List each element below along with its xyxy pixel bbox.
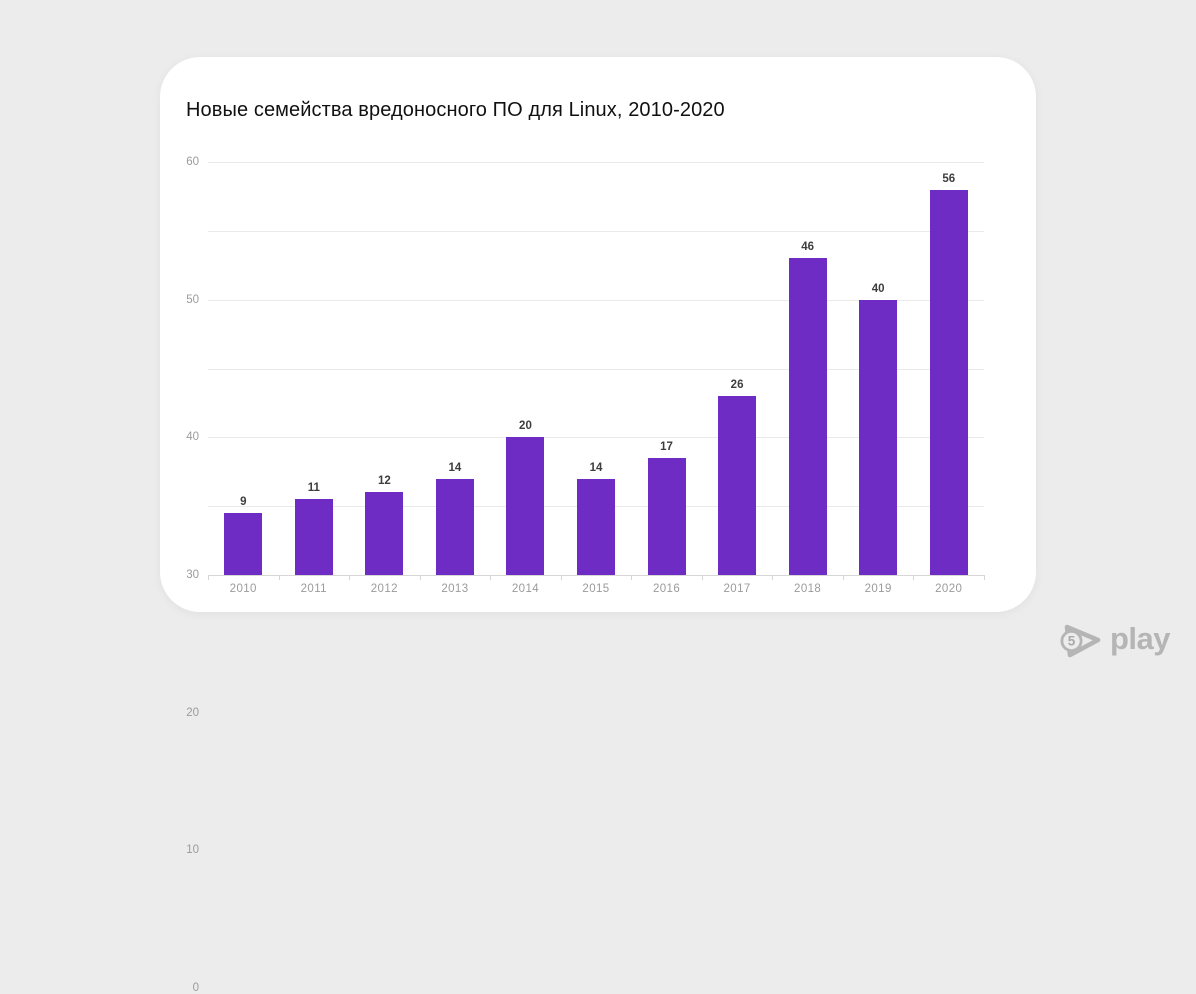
gridline: 40 [186, 299, 984, 443]
x-tick-label: 2010 [229, 583, 257, 595]
x-tick-label: 2012 [370, 583, 398, 595]
x-tick-label: 2019 [864, 583, 892, 595]
bar-value-label: 14 [448, 461, 462, 474]
bar-2014: 20 [506, 420, 545, 575]
play-badge-icon: 5 [1060, 624, 1101, 658]
bar-value-label: 20 [519, 420, 532, 433]
bar-value-label: 12 [377, 475, 391, 488]
bar-2015: 14 [577, 462, 615, 575]
bar-value-label: 40 [871, 282, 885, 295]
bar-2010: 9 [224, 496, 263, 575]
bar-value-label: 17 [660, 440, 673, 453]
x-axis-tick [842, 575, 844, 580]
x-axis-tick [349, 575, 351, 580]
bar-value-label: 26 [730, 379, 744, 392]
x-axis-tick [984, 575, 985, 580]
bar-2020: 56 [929, 173, 968, 575]
y-tick-label: 0 [192, 982, 199, 994]
x-axis-tick [701, 575, 703, 580]
gridline: 60 [186, 156, 984, 168]
x-tick-label: 2015 [582, 583, 610, 595]
fiveplay-logo: 5 play [1058, 620, 1171, 660]
gridline: 50 [186, 230, 984, 306]
logo-wordmark: play [1109, 620, 1171, 656]
bar-chart-plot-area: 0 10 20 30 40 50 60 9 2010 11 2011 12 2012 14 2013 20 20… [186, 156, 985, 994]
logo-badge-number: 5 [1068, 634, 1076, 649]
x-axis-tick [419, 575, 421, 580]
bar-value-label: 56 [942, 172, 956, 185]
x-axis-tick [278, 575, 280, 580]
bar-value-label: 11 [307, 482, 320, 495]
bar-2018: 46 [788, 241, 827, 575]
y-tick-label: 20 [186, 706, 199, 719]
bar-2016: 17 [647, 441, 686, 575]
y-tick-label: 30 [186, 569, 199, 581]
x-tick-label: 2014 [511, 583, 540, 595]
x-tick-label: 2017 [723, 583, 751, 595]
y-tick-label: 60 [186, 156, 199, 168]
chart-card: Новые семейства вредоносного ПО для Linu… [160, 57, 1036, 994]
bar-2013: 14 [435, 462, 474, 575]
x-tick-label: 2011 [300, 583, 327, 595]
y-tick-label: 10 [186, 844, 199, 857]
bar-value-label: 46 [801, 241, 815, 254]
x-axis-tick [772, 575, 774, 580]
x-axis-tick [631, 575, 633, 580]
x-axis-tick [560, 575, 562, 580]
x-tick-label: 2016 [652, 583, 681, 595]
x-axis-tick [913, 575, 915, 580]
gridline: 30 [186, 368, 984, 581]
x-axis-tick [208, 575, 209, 580]
y-tick-label: 50 [186, 293, 199, 306]
y-tick-label: 40 [186, 431, 199, 444]
x-tick-label: 2018 [794, 583, 822, 595]
x-tick-label: 2013 [441, 583, 469, 595]
bar-2012: 12 [365, 475, 404, 575]
bar-2011: 11 [294, 482, 333, 575]
chart-title: Новые семейства вредоносного ПО для Linu… [186, 99, 725, 121]
x-axis-line: 0 [193, 575, 984, 994]
bar-2019: 40 [859, 283, 898, 575]
x-tick-label: 2020 [935, 583, 963, 595]
bar-value-label: 9 [240, 496, 247, 509]
bar-2017: 26 [718, 379, 757, 575]
bar-value-label: 14 [589, 461, 603, 474]
x-axis-tick [490, 575, 492, 580]
